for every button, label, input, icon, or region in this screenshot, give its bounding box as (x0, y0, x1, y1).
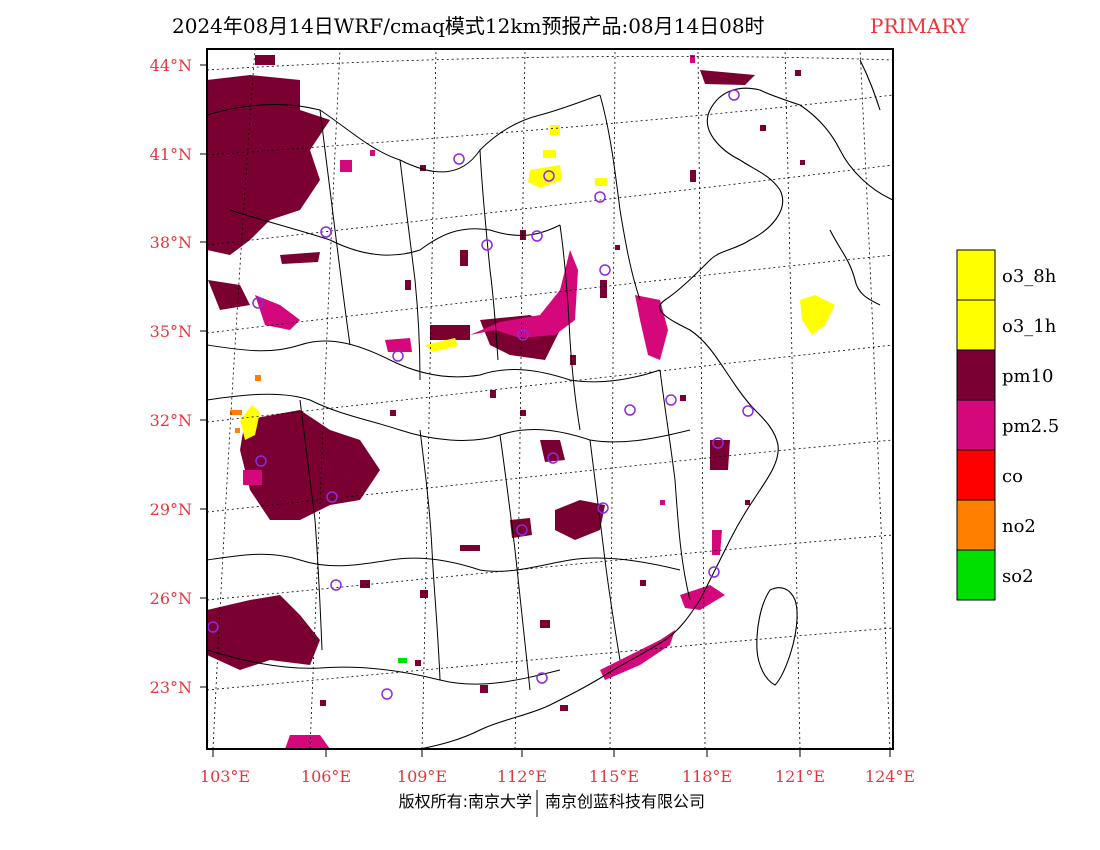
lon-label-121: 121°E (775, 767, 825, 786)
legend-label-pm10: pm10 (1002, 366, 1054, 387)
map-frame (206, 48, 894, 750)
lon-label-118: 118°E (682, 767, 732, 786)
legend-swatch-co (956, 449, 996, 501)
figure-title: 2024年08月14日WRF/cmaq模式12km预报产品:08月14日08时 (172, 14, 765, 38)
lat-label-26: 26°N (150, 589, 192, 608)
lat-label-38: 38°N (150, 233, 192, 252)
lon-label-115: 115°E (589, 767, 639, 786)
monitoring-sites (207, 89, 754, 700)
lat-label-23: 23°N (150, 678, 192, 697)
legend-label-co: co (1002, 466, 1023, 487)
lat-label-44: 44°N (150, 56, 192, 75)
legend-swatch-o3-8h (956, 249, 996, 301)
so2-areas (398, 658, 407, 663)
legend-swatch-o3-1h (956, 299, 996, 351)
legend-swatch-pm25 (956, 399, 996, 451)
lat-label-29: 29°N (150, 500, 192, 519)
legend-label-o3-8h: o3_8h (1002, 266, 1057, 287)
lon-label-124: 124°E (865, 767, 915, 786)
footer-credit: 版权所有:南京大学 南京创蓝科技有限公司 (399, 790, 705, 817)
lon-label-106: 106°E (301, 767, 351, 786)
map-panel (207, 49, 893, 749)
legend-label-so2: so2 (1002, 566, 1034, 587)
pollutant-tag: PRIMARY (870, 14, 970, 38)
legend: o3_8h o3_1h pm10 pm2.5 co no2 so2 (956, 249, 1059, 601)
legend-label-o3-1h: o3_1h (1002, 316, 1057, 337)
longitude-axis: 103°E 106°E 109°E 112°E 115°E 118°E 121°… (200, 749, 915, 786)
lat-label-35: 35°N (150, 322, 192, 341)
legend-swatch-no2 (956, 499, 996, 551)
lat-label-32: 32°N (150, 411, 192, 430)
legend-swatch-pm10 (956, 349, 996, 401)
scattered-cells (255, 55, 805, 711)
lon-label-109: 109°E (397, 767, 447, 786)
lon-label-112: 112°E (497, 767, 547, 786)
no2-areas (230, 375, 261, 433)
legend-label-pm25: pm2.5 (1002, 416, 1059, 437)
pm10-areas (207, 70, 755, 670)
province-borders (207, 94, 691, 691)
latitude-axis: 44°N 41°N 38°N 35°N 32°N 29°N 26°N 23°N (150, 56, 207, 697)
lat-label-41: 41°N (150, 145, 192, 164)
o3-areas (240, 125, 835, 440)
lon-label-103: 103°E (200, 767, 250, 786)
legend-swatch-so2 (956, 549, 996, 601)
legend-label-no2: no2 (1002, 516, 1036, 537)
credit-right: 南京创蓝科技有限公司 (545, 792, 705, 811)
graticule (207, 49, 893, 749)
credit-left: 版权所有:南京大学 (399, 792, 532, 811)
